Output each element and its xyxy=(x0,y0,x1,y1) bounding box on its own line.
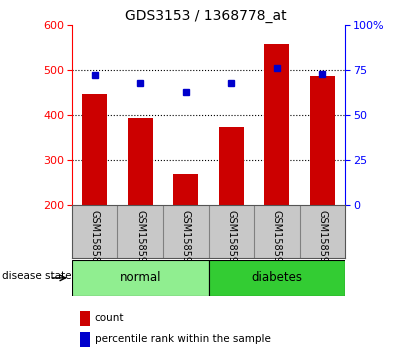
Text: count: count xyxy=(95,313,124,323)
Text: disease state: disease state xyxy=(2,271,72,281)
Text: GSM158591: GSM158591 xyxy=(181,210,191,269)
Bar xyxy=(219,127,244,205)
Text: GSM158595: GSM158595 xyxy=(317,210,328,269)
Text: GSM158590: GSM158590 xyxy=(135,210,145,269)
Bar xyxy=(128,118,153,205)
Bar xyxy=(209,260,345,296)
Bar xyxy=(72,260,209,296)
Text: GDS3153 / 1368778_at: GDS3153 / 1368778_at xyxy=(125,9,286,23)
Bar xyxy=(80,311,90,326)
Text: normal: normal xyxy=(120,272,161,284)
Text: GSM158589: GSM158589 xyxy=(90,210,100,269)
Bar xyxy=(264,44,289,205)
Bar xyxy=(80,332,90,347)
Text: GSM158594: GSM158594 xyxy=(272,210,282,269)
Text: diabetes: diabetes xyxy=(252,272,302,284)
Text: percentile rank within the sample: percentile rank within the sample xyxy=(95,335,270,344)
Text: GSM158593: GSM158593 xyxy=(226,210,236,269)
Bar xyxy=(173,174,199,205)
Bar xyxy=(82,94,107,205)
Bar xyxy=(310,76,335,205)
